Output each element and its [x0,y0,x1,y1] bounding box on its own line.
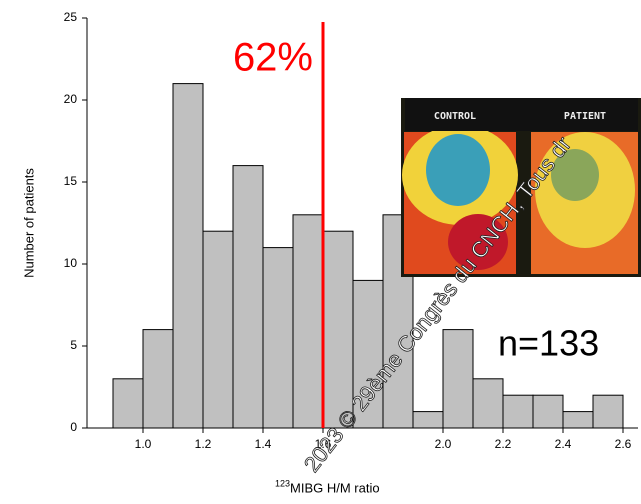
chart: Number of patients 123 MIBG H/M ratio n=… [0,0,641,499]
y-tick-label: 10 [64,256,78,270]
x-axis-label-sup: 123 [275,478,290,488]
bar [113,379,143,428]
page: {"chart_data": {"type": "histogram", "y_… [0,0,641,499]
y-tick-label: 0 [70,420,77,434]
bar [293,215,323,428]
bar [233,166,263,428]
bar [503,395,533,428]
bar [173,84,203,428]
bar [443,330,473,428]
x-tick-label: 2.4 [555,437,572,451]
y-tick-label: 5 [70,338,77,352]
x-tick-label: 2.6 [615,437,632,451]
y-tick-label: 20 [64,92,78,106]
x-tick-label: 2.0 [435,437,452,451]
bar [413,412,443,428]
x-tick-label: 1.4 [255,437,272,451]
inset-label: CONTROL [434,111,476,122]
control-zone [426,134,490,206]
bar [593,395,623,428]
bar [533,395,563,428]
bar [203,231,233,428]
y-tick-label: 25 [64,10,78,24]
inset-label: PATIENT [564,111,606,122]
x-tick-label: 2.2 [495,437,512,451]
x-axis-label: MIBG H/M ratio [290,480,380,495]
y-axis-label: Number of patients [21,168,36,278]
x-tick-label: 1.2 [195,437,212,451]
x-tick-label: 1.0 [135,437,152,451]
bar [473,379,503,428]
bar [143,330,173,428]
bar [563,412,593,428]
bar [263,248,293,428]
threshold-label: 62% [233,36,313,80]
annotation: n=133 [498,323,599,364]
y-tick-label: 15 [64,174,78,188]
